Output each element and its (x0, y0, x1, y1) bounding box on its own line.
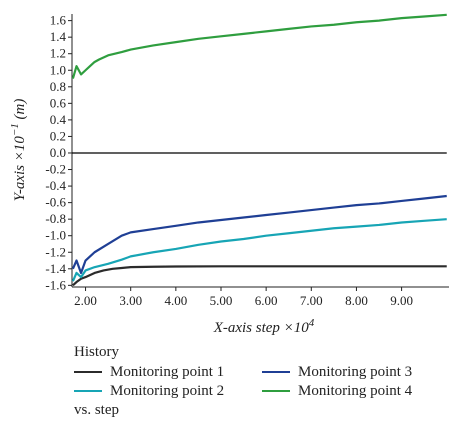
x-tick-label: 6.00 (255, 293, 278, 308)
legend: History Monitoring point 1 Monitoring po… (74, 344, 474, 432)
series-line-monitoring-point-1 (72, 265, 447, 287)
y-tick-label: -1.2 (45, 244, 66, 259)
legend-item-monitoring-point-4: Monitoring point 4 (262, 382, 412, 400)
y-axis-title-unit: (m) (12, 99, 28, 124)
legend-item-monitoring-point-3: Monitoring point 3 (262, 363, 412, 381)
y-tick-label: 1.0 (50, 62, 66, 77)
y-tick-label: -1.4 (45, 261, 66, 276)
series-line-monitoring-point-3 (71, 194, 447, 275)
y-axis-title-exponent: −1 (9, 123, 21, 136)
legend-title: History (74, 344, 119, 360)
y-tick-label: 0.4 (50, 112, 67, 127)
legend-swatch-4 (262, 390, 290, 392)
legend-swatch-3 (262, 371, 290, 373)
legend-swatch-1 (74, 371, 102, 373)
legend-swatch-2 (74, 390, 102, 392)
line-chart: 2.00 3.00 4.00 5.00 6.00 7.00 8.00 9.00 -1.6-1.… (9, 13, 449, 336)
x-tick-label: 3.00 (119, 293, 142, 308)
x-tick-label: 4.00 (164, 293, 187, 308)
x-axis-title-text: X-axis step ×10 (213, 320, 310, 336)
y-tick-label: 0.8 (50, 79, 66, 94)
y-axis-title: Y-axis ×10−1 (m) (9, 99, 28, 202)
plot-area (71, 13, 449, 288)
legend-item-monitoring-point-2: Monitoring point 2 (74, 382, 224, 400)
y-tick-label: 0.0 (50, 145, 66, 160)
y-tick-label: -1.0 (45, 228, 66, 243)
x-tick-label: 9.00 (390, 293, 413, 308)
y-tick-label: -1.6 (45, 277, 66, 292)
x-tick-label: 8.00 (345, 293, 368, 308)
x-axis-title-exponent: 4 (309, 317, 315, 329)
y-tick-label: 1.6 (50, 13, 67, 28)
y-tick-label: -0.4 (45, 178, 66, 193)
y-tick-label: 1.4 (50, 29, 67, 44)
legend-item-monitoring-point-1: Monitoring point 1 (74, 363, 224, 381)
series-line-monitoring-point-2 (71, 218, 447, 282)
legend-label-4: Monitoring point 4 (298, 382, 413, 399)
x-axis-ticks: 2.00 3.00 4.00 5.00 6.00 7.00 8.00 9.00 (74, 287, 413, 308)
x-tick-label: 5.00 (210, 293, 233, 308)
legend-label-1: Monitoring point 1 (110, 363, 225, 380)
x-tick-label: 2.00 (74, 293, 97, 308)
x-axis-title: X-axis step ×104 (213, 317, 315, 336)
x-tick-label: 7.00 (300, 293, 323, 308)
legend-label-2: Monitoring point 2 (110, 382, 225, 399)
y-tick-label: -0.2 (45, 162, 66, 177)
y-tick-label: 1.2 (50, 46, 66, 61)
y-tick-label: 0.2 (50, 128, 66, 143)
y-tick-label: 0.6 (50, 95, 67, 110)
y-tick-label: -0.6 (45, 195, 66, 210)
series-line-monitoring-point-4 (71, 13, 447, 79)
legend-footer: vs. step (74, 402, 119, 418)
legend-label-3: Monitoring point 3 (298, 363, 413, 380)
y-axis-title-text: Y-axis ×10 (12, 136, 28, 202)
y-tick-label: -0.8 (45, 211, 66, 226)
y-axis-ticks: -1.6-1.4-1.2-1.0-0.8-0.6-0.4-0.20.00.20.… (45, 13, 72, 292)
